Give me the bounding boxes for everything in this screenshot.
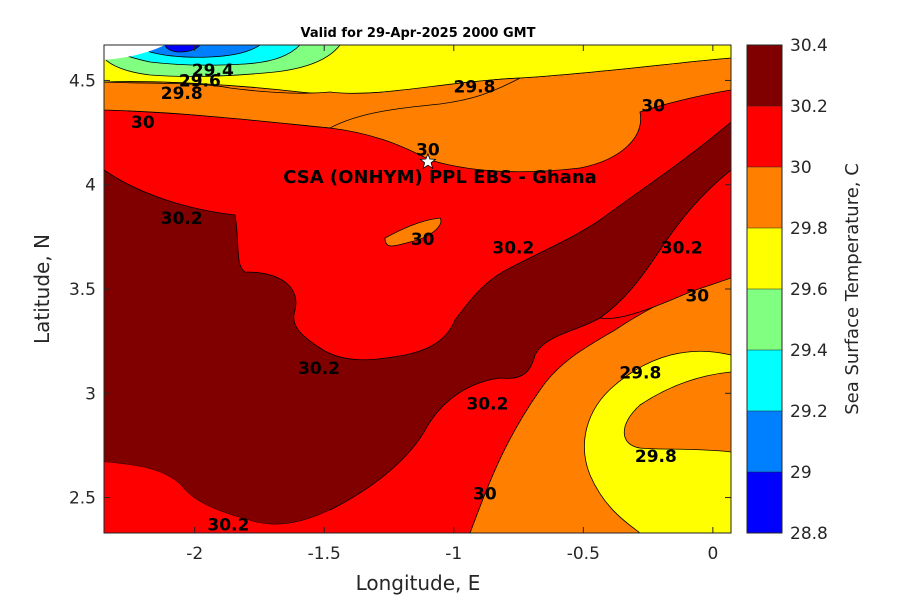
contour-band-29.8-30.0-north	[104, 77, 521, 129]
contour-label: 29.8	[454, 78, 496, 98]
contour-band-29.8-30.0-island	[384, 217, 442, 247]
contour-label: 30	[131, 113, 155, 133]
contour-label: 30.2	[207, 516, 249, 536]
colorbar-tick-label: 30.2	[790, 97, 828, 117]
y-tick-label: 3.5	[69, 280, 96, 300]
x-tick-label: -2	[186, 544, 203, 564]
x-axis: -2 -1.5 -1 -0.5 0	[186, 45, 718, 564]
colorbar-label: Sea Surface Temperature, C	[842, 163, 863, 415]
x-tick-label: -1	[445, 544, 462, 564]
contour-label: 30	[411, 230, 435, 250]
colorbar-tick-label: 30.4	[790, 36, 828, 56]
contour-label: 30	[685, 286, 709, 306]
contour-band-29.8-30.0-inner	[623, 371, 731, 453]
site-marker-group: CSA (ONHYM) PPL EBS - Ghana	[283, 152, 597, 188]
colorbar-tick-label: 29	[790, 463, 812, 483]
contour-label: 30	[641, 96, 665, 116]
contour-band-30.2-30.4	[104, 121, 731, 525]
contour-label: 29.8	[161, 84, 203, 104]
colorbar-swatch	[747, 228, 782, 289]
colorbar-tick-label: 28.8	[790, 524, 828, 544]
colorbar-swatch	[747, 289, 782, 350]
contour-label: 30.2	[661, 238, 703, 258]
x-axis-label: Longitude, E	[356, 571, 481, 595]
contour-label: 29.8	[619, 363, 661, 383]
y-axis: 2.5 3 3.5 4 4.5	[69, 71, 731, 509]
y-tick-label: 4	[85, 176, 96, 196]
contour-label: 29.6	[179, 71, 221, 91]
colorbar-swatch	[747, 45, 782, 106]
colorbar-swatch	[747, 411, 782, 472]
site-star-icon	[419, 152, 437, 170]
colorbar-tick-label: 29.2	[790, 402, 828, 422]
contour-band-28.8-29.0	[164, 45, 201, 53]
colorbar-swatch	[747, 167, 782, 228]
x-tick-label: 0	[707, 544, 718, 564]
contour-label: 29.4	[192, 61, 234, 81]
colorbar-tick-label: 29.6	[790, 280, 828, 300]
colorbar-swatch	[747, 350, 782, 411]
x-tick-label: -0.5	[567, 544, 600, 564]
y-tick-label: 2.5	[69, 489, 96, 509]
y-tick-label: 3	[85, 384, 96, 404]
contour-label: 30	[416, 140, 440, 160]
contour-label: 30.2	[466, 395, 508, 415]
y-tick-label: 4.5	[69, 71, 96, 91]
colorbar-tick-label: 29.8	[790, 219, 828, 239]
site-label: CSA (ONHYM) PPL EBS - Ghana	[283, 167, 597, 188]
contour-label: 29.8	[635, 447, 677, 467]
colorbar-swatch	[747, 106, 782, 167]
contour-band-30.0-30.2-east	[599, 169, 731, 319]
contour-label: 30	[473, 484, 497, 504]
contour-label: 30.2	[492, 238, 534, 258]
y-axis-label: Latitude, N	[30, 234, 54, 344]
x-tick-label: -1.5	[308, 544, 341, 564]
contour-band-30.0-30.2-southwest	[104, 462, 330, 533]
colorbar-tick-label: 30	[790, 158, 812, 178]
land-mask	[104, 45, 165, 60]
colorbar-tick-label: 29.4	[790, 341, 828, 361]
colorbar: 28.8 29 29.2 29.4 29.6 29.8 30 30.2 30.4	[746, 36, 828, 544]
colorbar-swatch	[747, 472, 782, 533]
contour-label: 30.2	[161, 209, 203, 229]
chart-title: Valid for 29-Apr-2025 2000 GMT	[301, 26, 536, 41]
contour-label: 30.2	[298, 359, 340, 379]
